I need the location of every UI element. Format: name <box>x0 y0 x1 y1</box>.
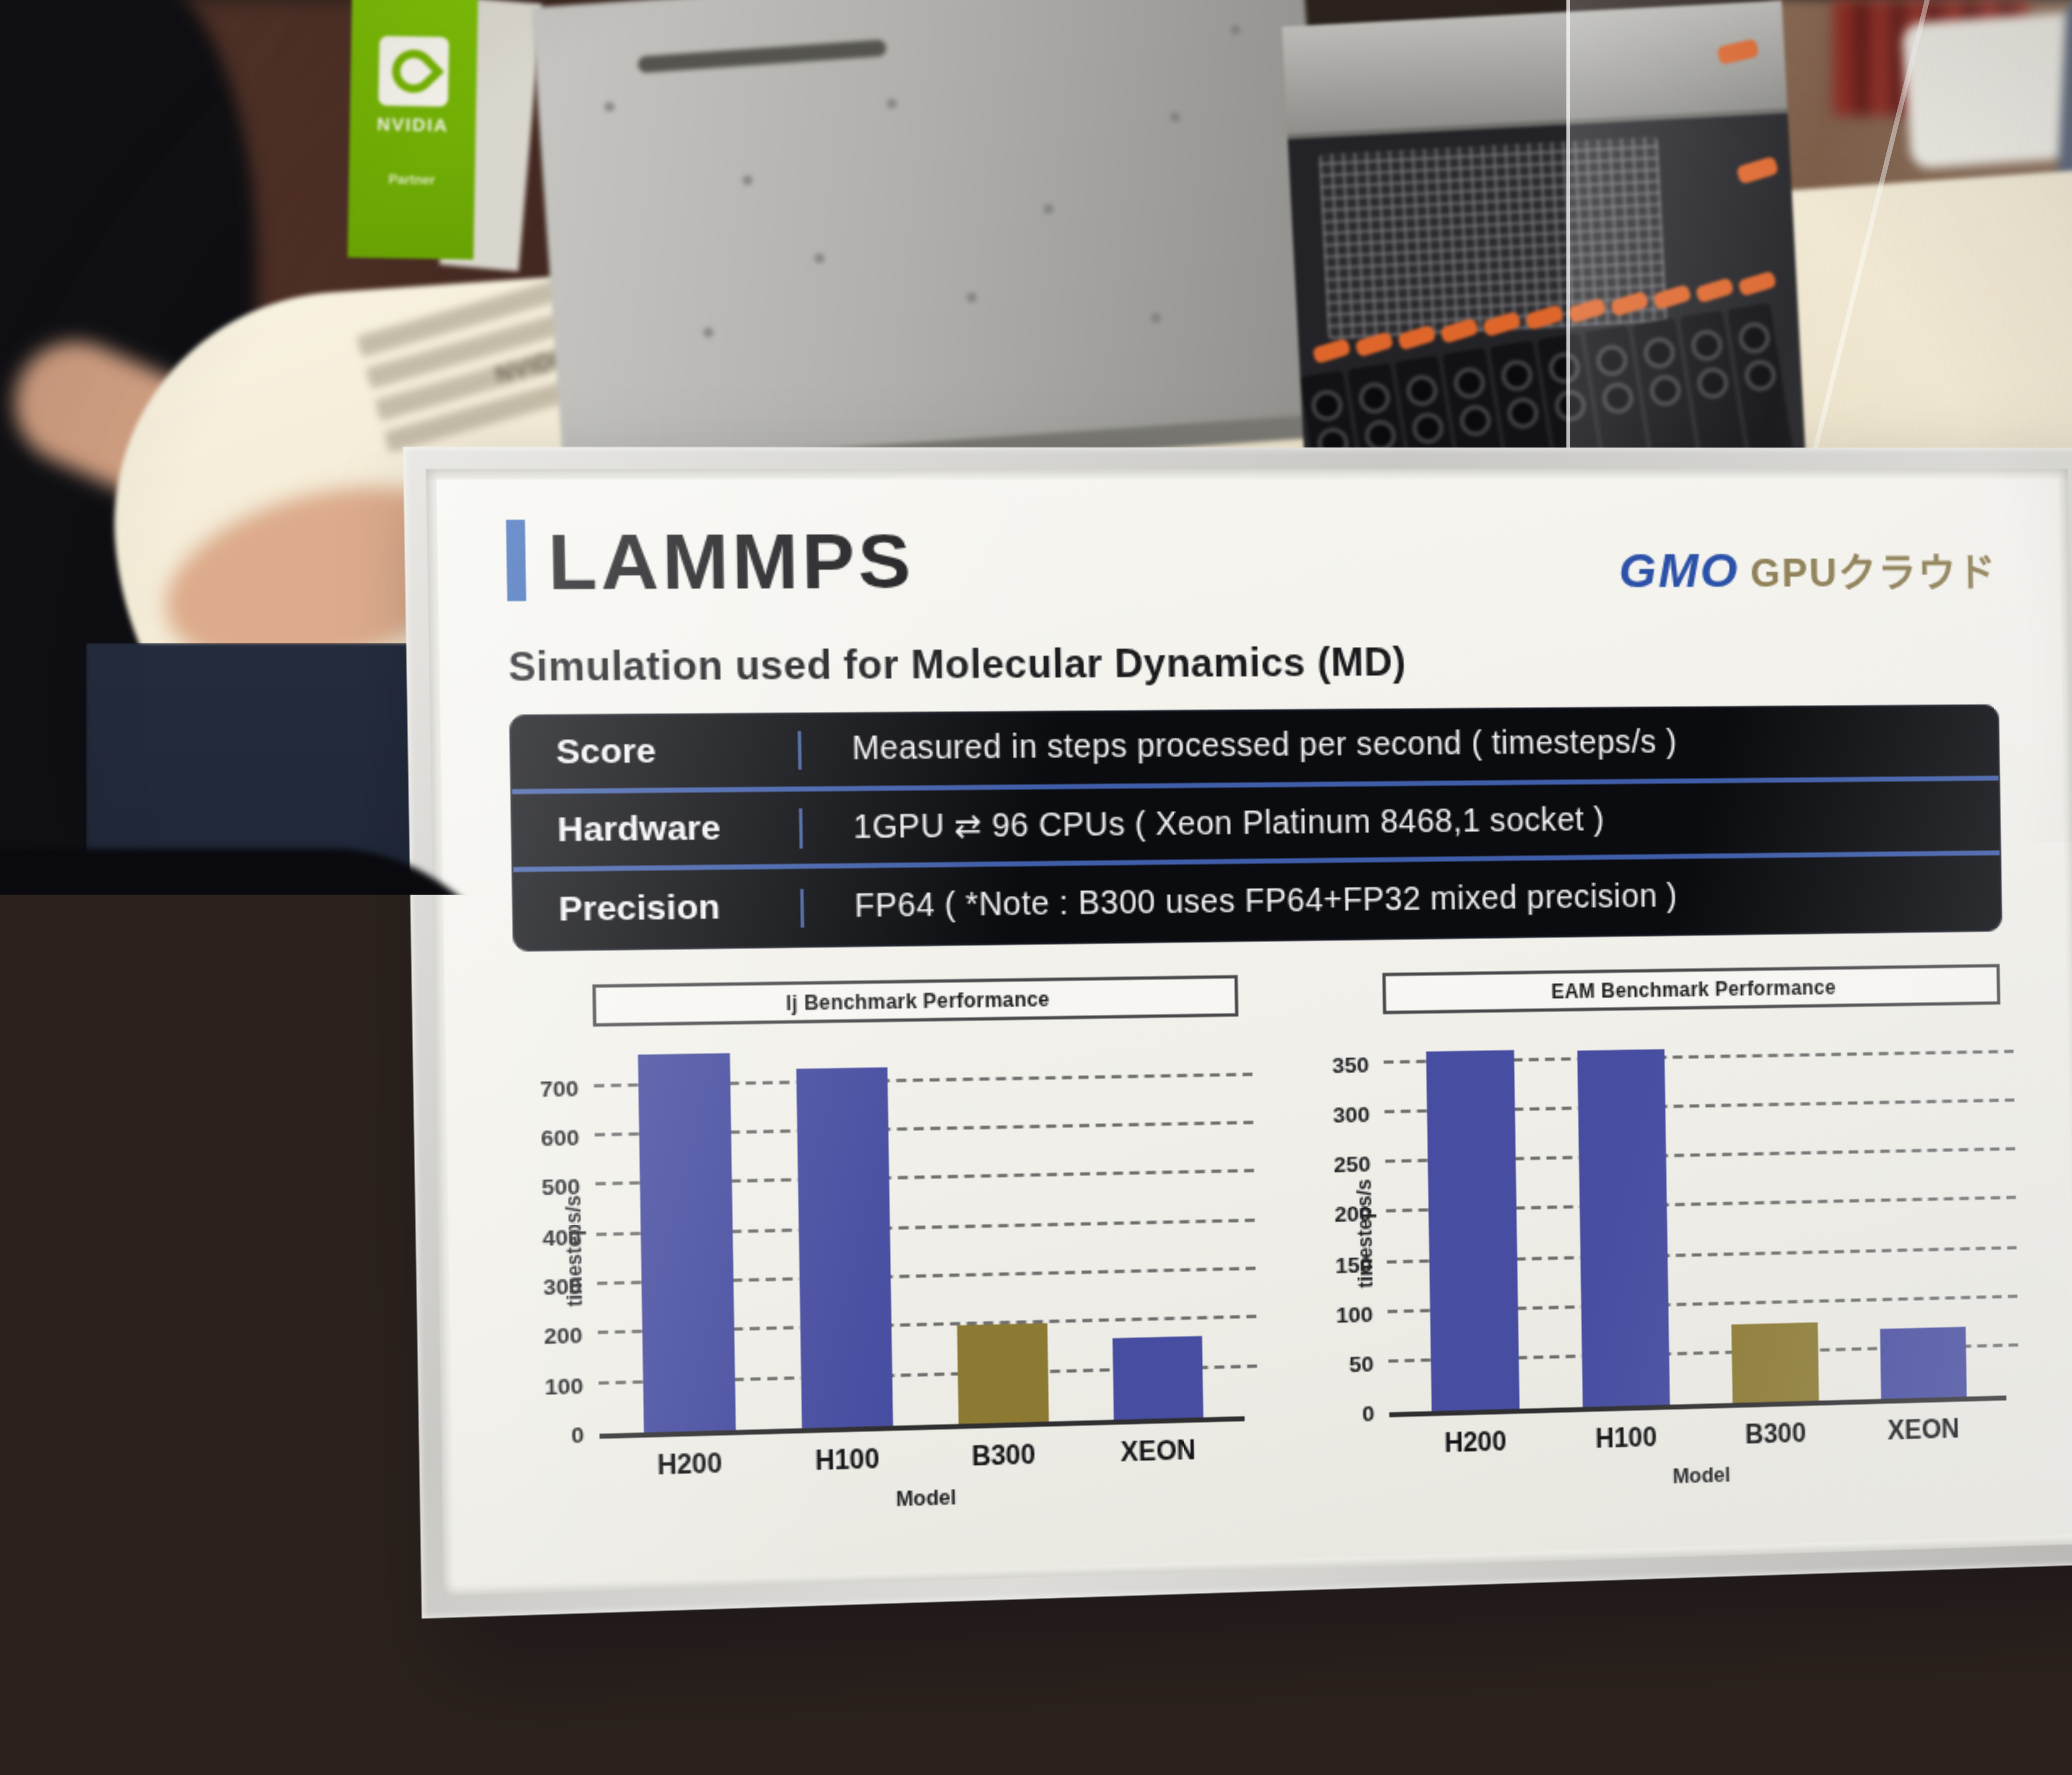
x-axis-label: Model <box>600 1478 1246 1520</box>
chart-title: EAM Benchmark Performance <box>1551 975 1836 1003</box>
x-tick-label: H100 <box>1561 1424 1691 1457</box>
bar-h100 <box>795 1068 892 1428</box>
spec-label: Hardware <box>512 808 799 851</box>
chart-lj-benchmark: lj Benchmark Performance timesteps/s 0 10… <box>517 975 1246 1522</box>
nvidia-logo-icon <box>378 36 449 107</box>
y-tick-label: 0 <box>1362 1400 1375 1426</box>
spec-value: Measured in steps processed per second (… <box>798 722 1998 770</box>
bar-b300 <box>1731 1322 1818 1403</box>
x-axis-label: Model <box>1390 1456 2008 1497</box>
plot-area: 0 50 100 150 200 250 300 350 <box>1383 1024 2006 1417</box>
x-tick-label: XEON <box>1092 1436 1225 1470</box>
sign-mat: LAMMPS GMO GPUクラウド Simulation used for M… <box>426 469 2072 1596</box>
exhibit-photo: NVIDIA Blackwell Ultra GPU 搭載 NVIDIA HGX… <box>0 0 2072 1775</box>
x-tick-label: XEON <box>1860 1415 1987 1448</box>
poster-title: LAMMPS <box>547 520 915 600</box>
x-tick-label: B300 <box>1711 1420 1840 1453</box>
x-tick-label: H200 <box>1410 1428 1540 1461</box>
spec-value: 1GPU ⇄ 96 CPUs ( Xeon Platinum 8468,1 so… <box>799 796 1999 848</box>
bar-h100 <box>1576 1049 1669 1407</box>
charts-row: lj Benchmark Performance timesteps/s 0 10… <box>513 964 2011 1522</box>
title-accent-bar <box>506 520 526 601</box>
spec-label: Precision <box>513 888 801 931</box>
poster-header: LAMMPS GMO GPUクラウド <box>506 518 1998 631</box>
x-tick-row: H200 H100 B300 XEON <box>1389 1415 2007 1462</box>
y-tick-label: 0 <box>571 1422 584 1447</box>
gpu-cloud-logo-text: GPUクラウド <box>1750 540 1997 598</box>
x-tick-label: B300 <box>936 1441 1070 1475</box>
chart-title-box: lj Benchmark Performance <box>592 975 1238 1027</box>
server-chassis-silver <box>531 0 1336 491</box>
y-tick-label: 300 <box>1333 1102 1370 1127</box>
bar-b300 <box>956 1324 1048 1424</box>
sign-frame: LAMMPS GMO GPUクラウド Simulation used for M… <box>403 447 2072 1619</box>
bar-group <box>1383 1024 2006 1412</box>
chart-title-box: EAM Benchmark Performance <box>1382 964 2000 1014</box>
bar-group <box>593 1036 1245 1434</box>
spec-value: FP64 ( *Note : B300 uses FP64+FP32 mixed… <box>800 874 2000 927</box>
spec-row-precision: Precision FP64 ( *Note : B300 uses FP64+… <box>513 855 2001 950</box>
poster-subtitle: Simulation used for Molecular Dynamics (… <box>508 638 1999 692</box>
poster: LAMMPS GMO GPUクラウド Simulation used for M… <box>436 479 2072 1585</box>
gmo-gpu-cloud-logo: GMO GPUクラウド <box>1618 540 1997 600</box>
y-tick-label: 150 <box>1335 1251 1372 1277</box>
bar-h200 <box>637 1054 735 1433</box>
y-tick-label: 350 <box>1332 1052 1369 1077</box>
y-tick-label: 250 <box>1334 1151 1371 1177</box>
bar-xeon <box>1879 1327 1966 1399</box>
spec-label: Score <box>511 730 798 773</box>
nvidia-partner-label: Partner <box>349 171 475 188</box>
plot-area: 0100200300400500600700 <box>593 1036 1245 1439</box>
foreground-person-pants <box>0 1362 564 1775</box>
benchmark-sign: LAMMPS GMO GPUクラウド Simulation used for M… <box>403 447 2072 1619</box>
spec-table: Score Measured in steps processed per se… <box>509 704 2002 952</box>
sign-pole <box>1197 1591 1276 1775</box>
y-tick-label: 50 <box>1349 1351 1374 1376</box>
nvidia-partner-standee: NVIDIA Partner <box>347 0 478 260</box>
x-tick-label: H100 <box>779 1445 915 1479</box>
chart-eam-benchmark: EAM Benchmark Performance timesteps/s 05… <box>1310 964 2008 1499</box>
y-tick-label: 100 <box>1336 1301 1373 1326</box>
x-tick-row: H200 H100 B300 XEON <box>600 1436 1245 1485</box>
bar-h200 <box>1425 1050 1519 1411</box>
bar-xeon <box>1112 1337 1203 1420</box>
y-tick-label: 200 <box>1334 1201 1372 1227</box>
nvidia-brand-label: NVIDIA <box>350 115 476 137</box>
chart-title: lj Benchmark Performance <box>786 987 1050 1014</box>
gmo-logo-text: GMO <box>1619 544 1740 600</box>
spec-row-score: Score Measured in steps processed per se… <box>511 706 1999 794</box>
x-tick-label: H200 <box>621 1450 758 1484</box>
